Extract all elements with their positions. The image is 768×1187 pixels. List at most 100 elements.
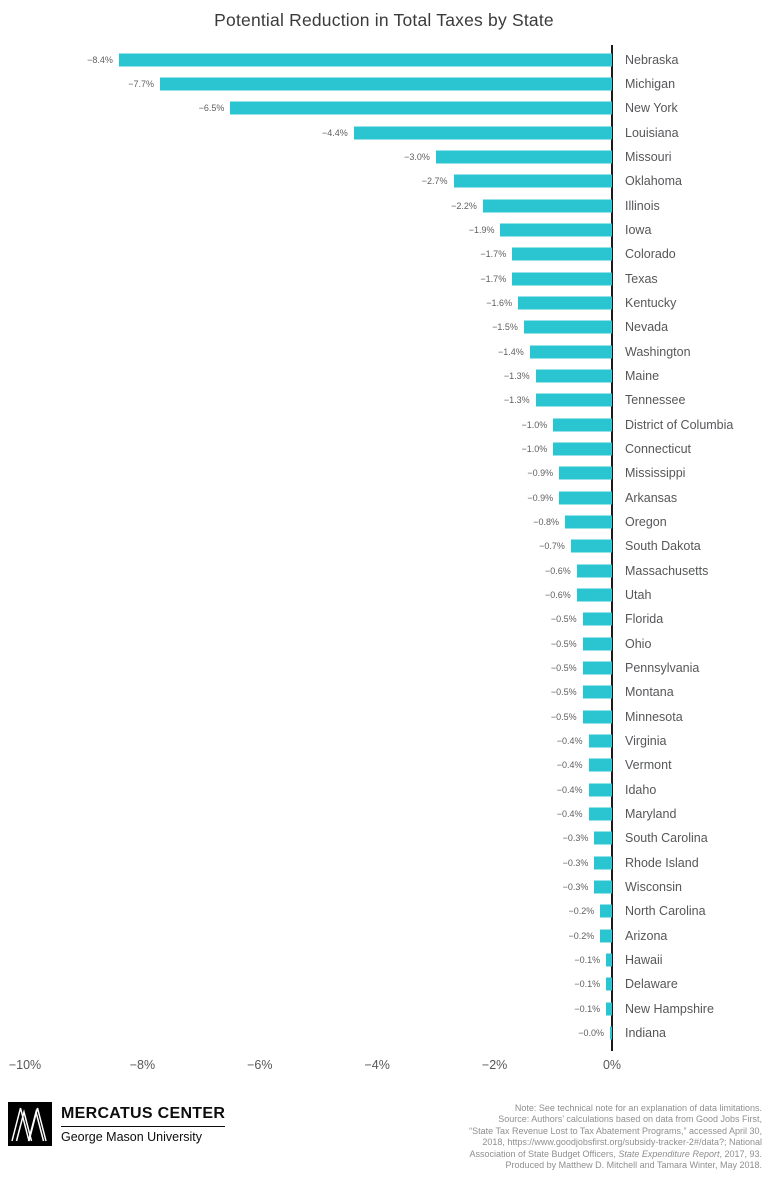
- chart-row: −0.3% South Carolina: [0, 826, 768, 850]
- bar-maine: [535, 369, 612, 383]
- bar-value-label: −0.1%: [574, 954, 601, 965]
- bar-maryland: [588, 807, 612, 821]
- bar-value-label: −6.5%: [198, 103, 225, 114]
- bar-value-label: −0.6%: [544, 590, 571, 601]
- bar-washington: [529, 345, 612, 359]
- chart-row: −0.1% New Hampshire: [0, 996, 768, 1020]
- chart-row: −0.7% South Dakota: [0, 534, 768, 558]
- state-label: Florida: [625, 612, 664, 627]
- state-label: Maine: [625, 369, 660, 384]
- state-label: Vermont: [625, 758, 672, 773]
- bar-kentucky: [518, 296, 612, 310]
- bar-oregon: [565, 515, 612, 529]
- bar-utah: [576, 588, 612, 602]
- chart-row: −0.0% Indiana: [0, 1021, 768, 1045]
- chart-row: −1.0% Connecticut: [0, 437, 768, 461]
- bar-value-label: −0.2%: [568, 930, 595, 941]
- bar-rhode-island: [594, 856, 612, 870]
- chart-row: −1.3% Tennessee: [0, 388, 768, 412]
- bar-texas: [512, 272, 612, 286]
- bar-value-label: −0.5%: [550, 687, 577, 698]
- bar-virginia: [588, 734, 612, 748]
- bar-montana: [582, 685, 612, 699]
- chart-row: −0.2% North Carolina: [0, 899, 768, 923]
- chart-row: −1.7% Texas: [0, 267, 768, 291]
- bar-value-label: −1.3%: [503, 371, 530, 382]
- brand-text: MERCATUS CENTER George Mason University: [61, 1105, 226, 1144]
- state-label: Iowa: [625, 223, 652, 238]
- chart-row: −0.4% Virginia: [0, 729, 768, 753]
- chart-row: −0.8% Oregon: [0, 510, 768, 534]
- bar-value-label: −1.0%: [521, 444, 548, 455]
- bar-value-label: −0.3%: [562, 833, 589, 844]
- bar-illinois: [482, 199, 612, 213]
- bar-connecticut: [553, 442, 612, 456]
- bar-value-label: −2.2%: [451, 200, 477, 211]
- bar-tennessee: [535, 393, 612, 407]
- state-label: New York: [625, 101, 678, 116]
- chart-row: −1.3% Maine: [0, 364, 768, 388]
- footer: MERCATUS CENTER George Mason University …: [0, 1096, 768, 1186]
- state-label: Arizona: [625, 928, 668, 943]
- bar-value-label: −2.7%: [421, 176, 448, 187]
- chart-row: −4.4% Louisiana: [0, 121, 768, 145]
- chart-title: Potential Reduction in Total Taxes by St…: [214, 10, 554, 30]
- state-label: Texas: [625, 271, 658, 286]
- state-label: Hawaii: [625, 952, 663, 967]
- chart-row: −1.6% Kentucky: [0, 291, 768, 315]
- bar-value-label: −1.6%: [486, 298, 513, 309]
- state-label: Illinois: [625, 198, 660, 213]
- state-label: Utah: [625, 588, 652, 603]
- bar-value-label: −0.0%: [578, 1027, 604, 1038]
- chart-row: −0.5% Montana: [0, 680, 768, 704]
- state-label: Indiana: [625, 1025, 667, 1040]
- bar-south-carolina: [594, 831, 612, 845]
- bar-value-label: −0.9%: [527, 468, 554, 479]
- chart-row: −0.5% Pennsylvania: [0, 656, 768, 680]
- bar-oklahoma: [453, 174, 612, 188]
- bar-value-label: −0.6%: [544, 565, 571, 576]
- bar-wisconsin: [594, 880, 612, 894]
- state-label: Minnesota: [625, 709, 683, 724]
- bar-value-label: −1.4%: [498, 346, 524, 357]
- bar-mississippi: [559, 466, 612, 480]
- state-label: Kentucky: [625, 296, 677, 311]
- x-tick-label: −8%: [129, 1058, 156, 1072]
- bar-value-label: −4.4%: [321, 127, 348, 138]
- chart-row: −1.9% Iowa: [0, 218, 768, 242]
- x-tick-label: −6%: [247, 1058, 273, 1072]
- x-tick-label: −10%: [8, 1058, 42, 1072]
- state-label: Oregon: [625, 515, 667, 530]
- bar-massachusetts: [576, 564, 612, 578]
- state-label: Arkansas: [625, 490, 678, 505]
- state-label: Louisiana: [625, 125, 679, 140]
- state-label: Nevada: [625, 320, 669, 335]
- bar-nebraska: [118, 53, 612, 67]
- bar-district-of-columbia: [553, 418, 612, 432]
- bar-michigan: [160, 77, 612, 91]
- state-label: Rhode Island: [625, 855, 699, 870]
- note-line: Produced by Matthew D. Mitchell and Tama…: [505, 1160, 762, 1171]
- state-label: Connecticut: [625, 442, 692, 457]
- bar-value-label: −0.4%: [556, 808, 583, 819]
- bar-north-carolina: [600, 904, 612, 918]
- chart-row: −0.3% Wisconsin: [0, 875, 768, 899]
- bar-minnesota: [582, 710, 612, 724]
- state-label: Maryland: [625, 806, 677, 821]
- note-line: 2018, https://www.goodjobsfirst.org/subs…: [482, 1137, 762, 1148]
- bar-value-label: −0.4%: [556, 760, 583, 771]
- bar-indiana: [610, 1026, 612, 1040]
- state-label: Nebraska: [625, 52, 679, 67]
- bar-value-label: −0.4%: [556, 784, 583, 795]
- footer-note: Note: See technical note for an explanat…: [469, 1103, 762, 1171]
- chart-row: −0.6% Massachusetts: [0, 559, 768, 583]
- chart-row: −0.4% Idaho: [0, 778, 768, 802]
- brand-name: MERCATUS CENTER: [61, 1105, 226, 1127]
- state-label: South Carolina: [625, 831, 708, 846]
- chart-row: −1.4% Washington: [0, 340, 768, 364]
- state-label: Missouri: [625, 150, 672, 165]
- bar-value-label: −0.3%: [562, 857, 589, 868]
- chart-row: −0.4% Vermont: [0, 753, 768, 777]
- state-label: Massachusetts: [625, 563, 709, 578]
- bar-new-hampshire: [606, 1002, 612, 1016]
